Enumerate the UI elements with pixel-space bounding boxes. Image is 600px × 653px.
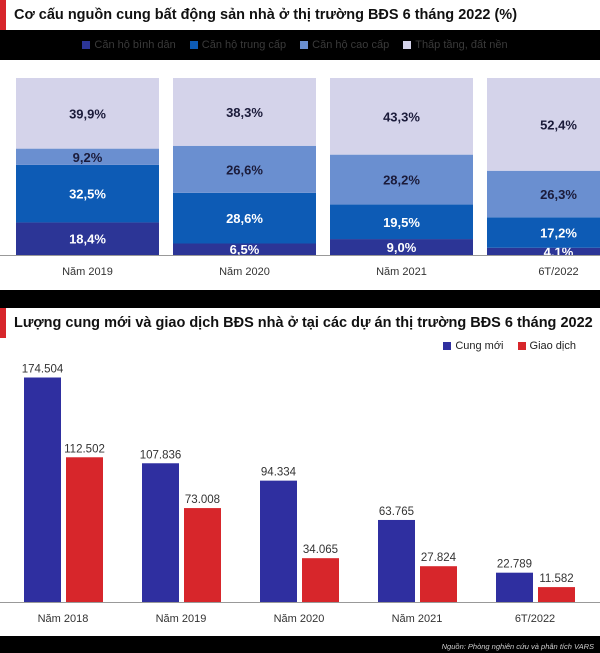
chart1-bar-can-ho-cao-cap-nam-2020 [173, 145, 316, 193]
chart1-legend-item-can-ho-cao-cap: Căn hộ cao cấp [300, 39, 389, 51]
chart1-svg: 18,4% 32,5% 9,2% 39,9% Năm 2019 6,5% 28,6% 26,6… [0, 78, 600, 278]
chart1-bar-can-ho-cao-cap-6t-2022 [487, 170, 600, 218]
chart1-bar-can-ho-trung-cap-nam-2021 [330, 204, 473, 240]
chart2-tick-label: 6T/2022 [515, 613, 555, 625]
chart1-panel: 18,4% 32,5% 9,2% 39,9% Năm 2019 6,5% 28,6% 26,6… [0, 60, 600, 290]
chart2-data-label: 73.008 [185, 494, 220, 506]
chart2-bar-giao-dich-nam-2021 [420, 566, 457, 602]
chart1-legend-item-can-ho-binh-dan: Căn hộ bình dân [82, 39, 176, 51]
chart1-tick-label: 6T/2022 [538, 266, 578, 278]
chart2-legend-label: Giao dịch [529, 340, 576, 352]
chart1-data-label: 26,6% [226, 162, 263, 177]
chart1-legend-swatch [82, 41, 91, 49]
chart2-data-label: 107.836 [140, 449, 182, 461]
chart2-legend-item-cung-moi: Cung mới [443, 340, 504, 352]
chart1-bar-can-ho-cao-cap-nam-2021 [330, 154, 473, 205]
chart1-bar-thap-tang-dat-nen-6t-2022 [487, 78, 600, 171]
chart2-panel: 174.504 112.502 Năm 2018 107.836 73.008 Năm 2… [0, 338, 600, 636]
chart2-data-label: 94.334 [261, 467, 297, 479]
chart2-bar-giao-dich-nam-2020 [302, 558, 339, 602]
chart1-bar-can-ho-cao-cap-nam-2019 [16, 148, 159, 165]
chart2-data-label: 112.502 [64, 443, 105, 455]
chart1-data-label: 39,9% [69, 106, 106, 121]
chart2-tick-label: Năm 2021 [392, 613, 443, 625]
chart2-tick-label: Năm 2020 [274, 613, 325, 625]
chart1-legend-item-thap-tang-dat-nen: Thấp tầng, đất nền [403, 39, 508, 51]
chart1-tick-label: Năm 2021 [376, 266, 427, 278]
chart1-data-label: 19,5% [383, 215, 420, 230]
chart1-data-label: 6,5% [230, 242, 260, 257]
chart1-bar-can-ho-trung-cap-nam-2019 [16, 164, 159, 223]
chart1-bar-thap-tang-dat-nen-nam-2020 [173, 78, 316, 146]
chart1-data-label: 32,5% [69, 187, 106, 202]
chart1-bar-can-ho-trung-cap-6t-2022 [487, 217, 600, 248]
chart1-bar-thap-tang-dat-nen-nam-2019 [16, 78, 159, 149]
chart2-data-label: 63.765 [379, 506, 414, 518]
chart1-data-label: 43,3% [383, 109, 420, 124]
source-note: Nguồn: Phòng nghiên cứu và phân tích VAR… [441, 642, 594, 651]
chart2-legend-label: Cung mới [455, 340, 504, 352]
chart2-data-label: 174.504 [22, 364, 64, 376]
chart1-legend-label: Căn hộ trung cấp [201, 39, 287, 51]
chart1-data-label: 18,4% [69, 232, 106, 247]
chart2-bar-giao-dich-nam-2018 [66, 457, 103, 602]
chart1-data-label: 26,3% [540, 187, 577, 202]
chart1-data-label: 38,3% [226, 105, 263, 120]
chart1-bar-can-ho-binh-dan-nam-2019 [16, 222, 159, 255]
chart2-bar-cung-moi-nam-2019 [142, 463, 179, 602]
chart1-data-label: 17,2% [540, 226, 577, 241]
chart1-bar-can-ho-binh-dan-nam-2020 [173, 243, 316, 255]
chart2-bar-cung-moi-nam-2021 [378, 519, 415, 602]
chart1-legend-label: Thấp tầng, đất nền [415, 39, 508, 51]
chart1-data-label: 9,0% [387, 240, 417, 255]
chart1-bar-can-ho-binh-dan-6t-2022 [487, 247, 600, 255]
chart1-data-label: 52,4% [540, 117, 577, 132]
chart2-title: Lượng cung mới và giao dịch BĐS nhà ở tạ… [0, 308, 600, 338]
chart1-bar-can-ho-binh-dan-nam-2021 [330, 239, 473, 255]
chart1-bar-thap-tang-dat-nen-nam-2021 [330, 78, 473, 155]
chart1-legend-label: Căn hộ bình dân [94, 39, 176, 51]
chart2-bar-cung-moi-nam-2020 [260, 480, 297, 602]
chart2-legend-swatch [443, 342, 452, 350]
chart1-legend-item-can-ho-trung-cap: Căn hộ trung cấp [189, 39, 287, 51]
chart2-data-label: 27.824 [421, 552, 457, 564]
chart2-tick-label: Năm 2019 [156, 613, 207, 625]
chart1-data-label: 28,2% [383, 173, 420, 188]
chart1-legend-label: Căn hộ cao cấp [312, 39, 390, 51]
chart2-bar-giao-dich-nam-2019 [184, 508, 221, 602]
chart1-legend-swatch [189, 41, 198, 49]
chart1-tick-label: Năm 2020 [219, 266, 270, 278]
chart2-bar-cung-moi-6t-2022 [496, 572, 533, 602]
chart1-tick-label: Năm 2019 [62, 266, 113, 278]
chart2-tick-label: Năm 2018 [38, 613, 89, 625]
chart1-title: Cơ cấu nguồn cung bất động sản nhà ở thị… [0, 0, 600, 30]
chart1-data-label: 9,2% [73, 150, 103, 165]
chart1-legend-swatch [403, 41, 412, 49]
chart2-bar-cung-moi-nam-2018 [24, 377, 61, 602]
chart1-bar-can-ho-trung-cap-nam-2020 [173, 192, 316, 244]
chart2-data-label: 11.582 [539, 573, 573, 585]
chart2-legend-item-giao-dich: Giao dịch [517, 340, 576, 352]
chart2-svg: 174.504 112.502 Năm 2018 107.836 73.008 Năm 2… [0, 364, 600, 625]
chart1-legend-swatch [300, 41, 309, 49]
chart2-data-label: 22.789 [497, 559, 532, 571]
chart2-legend-swatch [517, 342, 526, 350]
chart2-data-label: 34.065 [303, 544, 338, 556]
chart1-legend: Căn hộ bình dân Căn hộ trung cấp Căn hộ ca… [0, 30, 600, 60]
chart2-bar-giao-dich-6t-2022 [538, 587, 575, 602]
chart1-data-label: 28,6% [226, 211, 263, 226]
chart2-legend: Cung mới Giao dịch [443, 340, 586, 352]
